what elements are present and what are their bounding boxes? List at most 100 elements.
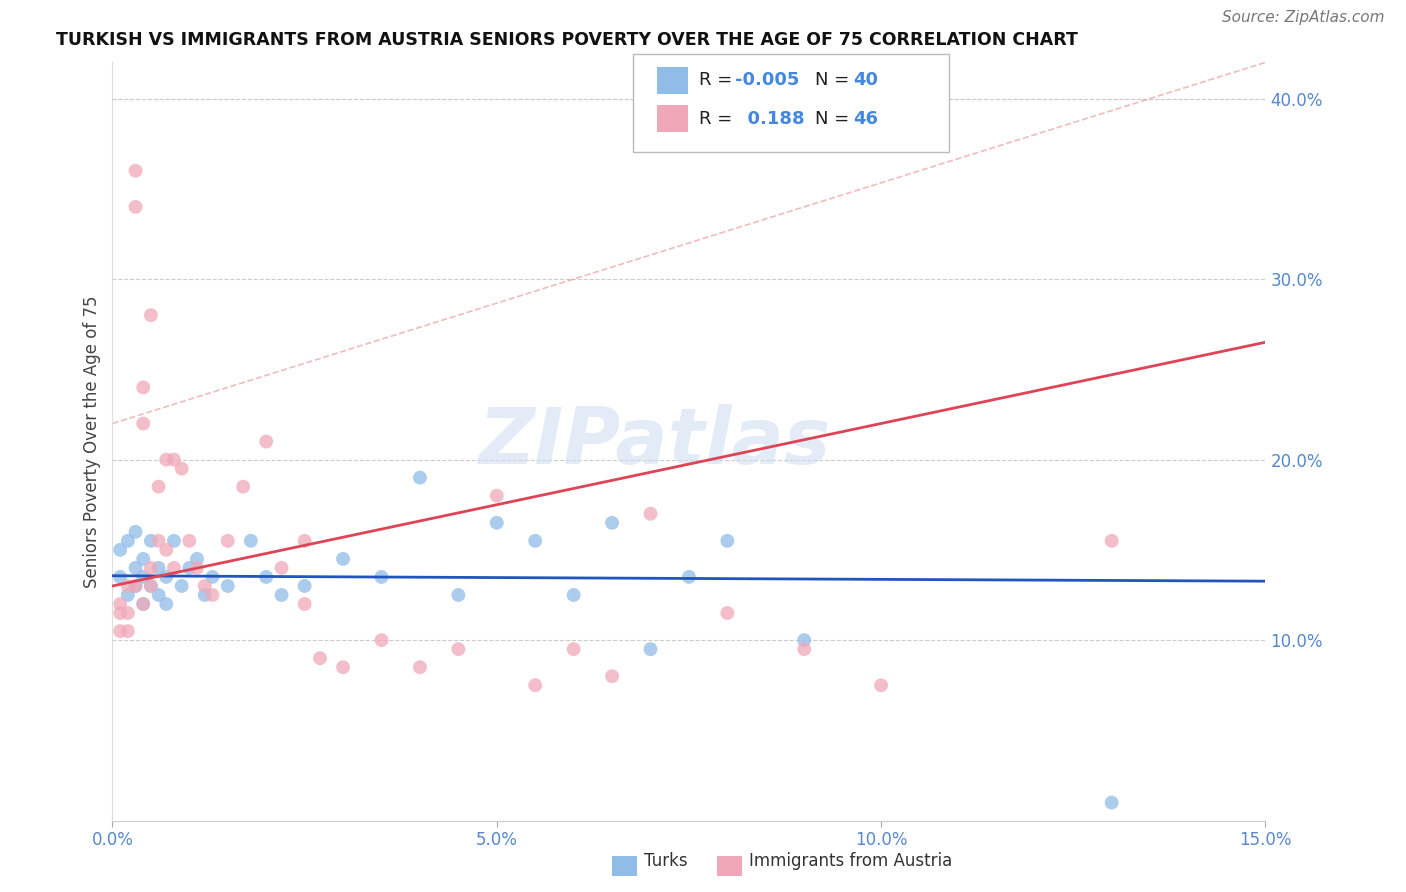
Point (309, 651, 332, 665)
Point (108, 597, 131, 611)
Point (124, 524, 146, 539)
Point (155, 570, 177, 584)
Point (148, 588, 170, 602)
Point (186, 552, 208, 566)
Text: N =: N = (815, 110, 855, 128)
Point (716, 533, 738, 548)
Point (132, 380, 155, 394)
Point (485, 489, 508, 503)
Point (163, 533, 186, 548)
Point (108, 542, 131, 557)
Point (148, 533, 170, 548)
Point (124, 163, 146, 178)
Point (600, 669, 623, 683)
Point (170, 579, 193, 593)
Point (139, 533, 162, 548)
Point (194, 579, 217, 593)
Point (139, 579, 162, 593)
Point (108, 624, 131, 639)
Point (640, 642, 662, 657)
Text: Immigrants from Austria: Immigrants from Austria (749, 852, 953, 870)
Point (716, 606, 738, 620)
Point (108, 606, 131, 620)
Point (179, 561, 201, 575)
Point (148, 480, 170, 494)
Point (524, 533, 547, 548)
Point (524, 678, 547, 692)
Point (370, 570, 392, 584)
Point (270, 561, 292, 575)
Point (678, 570, 700, 584)
Text: R =: R = (699, 71, 738, 89)
Point (124, 561, 146, 575)
Point (163, 452, 186, 467)
Point (447, 642, 470, 657)
Point (254, 434, 277, 449)
Point (108, 570, 131, 584)
Point (201, 588, 224, 602)
Point (139, 561, 162, 575)
Point (294, 597, 316, 611)
Point (179, 533, 201, 548)
Text: N =: N = (815, 71, 855, 89)
Text: Turks: Turks (644, 852, 688, 870)
Point (155, 542, 177, 557)
Point (148, 561, 170, 575)
Point (132, 570, 155, 584)
Point (132, 552, 155, 566)
Point (409, 470, 432, 484)
Point (155, 597, 177, 611)
Point (217, 533, 239, 548)
Point (562, 588, 585, 602)
Point (232, 480, 254, 494)
Point (562, 642, 585, 657)
Point (132, 417, 155, 431)
Point (117, 533, 139, 548)
Text: 46: 46 (853, 110, 879, 128)
Point (870, 678, 893, 692)
Point (332, 552, 354, 566)
Point (793, 642, 815, 657)
Point (294, 533, 316, 548)
Point (170, 461, 193, 475)
Text: 40: 40 (853, 71, 879, 89)
Point (124, 579, 146, 593)
Y-axis label: Seniors Poverty Over the Age of 75: Seniors Poverty Over the Age of 75 (83, 295, 101, 588)
Point (485, 516, 508, 530)
Point (270, 588, 292, 602)
Point (1101, 796, 1123, 810)
Text: ZIPatlas: ZIPatlas (478, 403, 831, 480)
Text: R =: R = (699, 110, 738, 128)
Text: 0.188: 0.188 (735, 110, 806, 128)
Point (139, 308, 162, 322)
Point (447, 588, 470, 602)
Point (139, 579, 162, 593)
Point (132, 597, 155, 611)
Point (117, 579, 139, 593)
Point (1101, 533, 1123, 548)
Point (294, 579, 316, 593)
Point (117, 624, 139, 639)
Point (124, 579, 146, 593)
Point (117, 606, 139, 620)
Point (239, 533, 262, 548)
Point (194, 588, 217, 602)
Point (640, 507, 662, 521)
Point (409, 660, 432, 674)
Point (124, 200, 146, 214)
Point (793, 633, 815, 648)
Point (217, 579, 239, 593)
Text: TURKISH VS IMMIGRANTS FROM AUSTRIA SENIORS POVERTY OVER THE AGE OF 75 CORRELATIO: TURKISH VS IMMIGRANTS FROM AUSTRIA SENIO… (56, 31, 1078, 49)
Point (155, 452, 177, 467)
Text: -0.005: -0.005 (735, 71, 800, 89)
Point (600, 516, 623, 530)
Text: Source: ZipAtlas.com: Source: ZipAtlas.com (1222, 11, 1385, 25)
Point (254, 570, 277, 584)
Point (163, 561, 186, 575)
Point (117, 588, 139, 602)
Point (186, 561, 208, 575)
Point (201, 570, 224, 584)
Point (132, 597, 155, 611)
Point (370, 633, 392, 648)
Point (332, 660, 354, 674)
